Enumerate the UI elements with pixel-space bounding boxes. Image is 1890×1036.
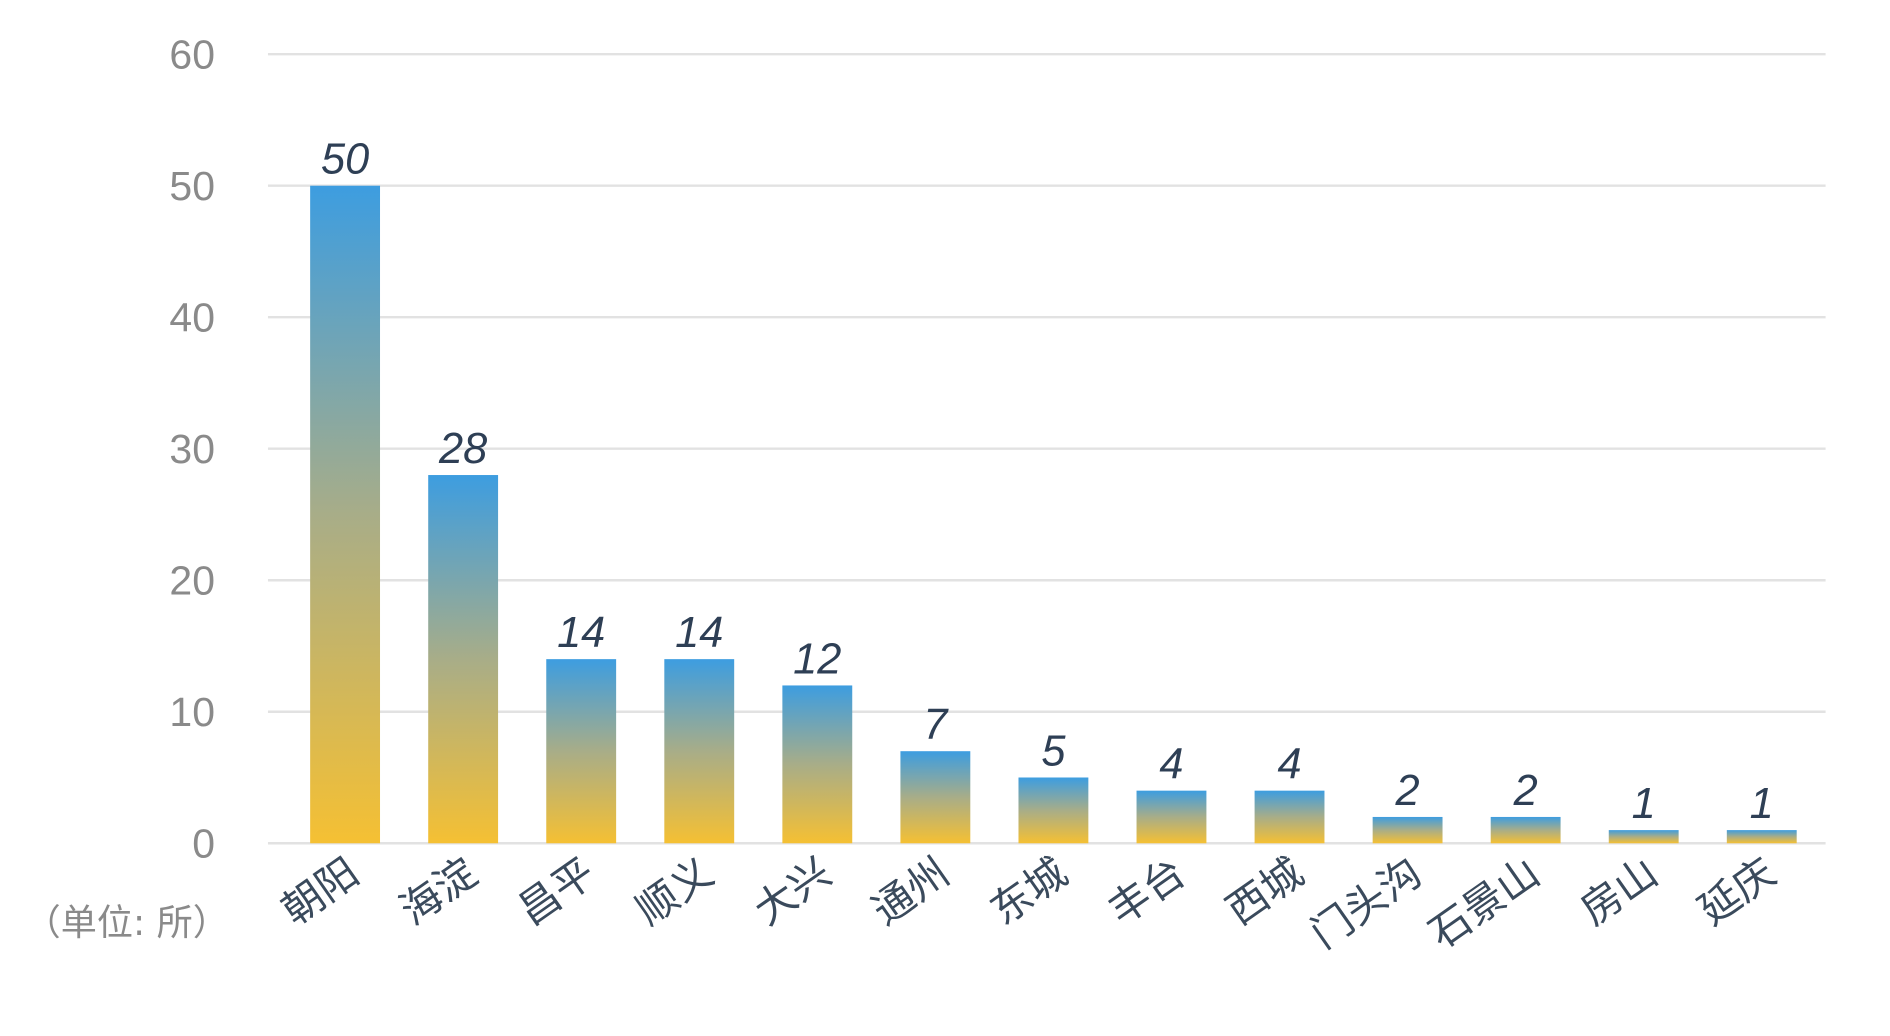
bar: [1726, 830, 1797, 844]
data-label: 4: [1277, 741, 1301, 789]
bar: [1608, 830, 1679, 844]
x-tick-label: 延庆: [1690, 848, 1785, 934]
x-tick-label: 丰台: [1099, 848, 1194, 934]
data-label: 14: [675, 609, 723, 657]
data-label: 2: [1513, 767, 1538, 815]
y-tick-label: 10: [169, 689, 215, 735]
gridlines: [267, 53, 1826, 845]
y-tick-label: 50: [169, 163, 215, 209]
x-tick-label: 房山: [1572, 848, 1667, 934]
data-label: 1: [1750, 780, 1774, 828]
bar: [428, 475, 499, 844]
data-label: 2: [1395, 767, 1420, 815]
bar: [1490, 816, 1561, 844]
bar: [1372, 816, 1443, 844]
bar: [782, 685, 853, 844]
y-tick-label: 20: [169, 558, 215, 604]
x-tick-label: 大兴: [745, 848, 840, 934]
bar: [664, 659, 735, 844]
bar: [546, 659, 617, 844]
x-tick-label: 东城: [981, 848, 1076, 934]
data-label: 7: [923, 701, 949, 749]
x-tick-label: 海淀: [391, 848, 486, 934]
bar: [1254, 790, 1325, 844]
bars: [310, 185, 1797, 844]
data-label: 14: [557, 609, 605, 657]
bar: [310, 185, 381, 844]
data-labels: 50 28 14 14 12 7 5 4 4 2 2 1 1: [321, 136, 1774, 828]
x-tick-label: 石景山: [1420, 848, 1548, 958]
y-tick-label: 30: [169, 426, 215, 472]
data-label: 1: [1632, 780, 1656, 828]
x-tick-label: 通州: [863, 848, 958, 934]
x-tick-label: 顺义: [627, 848, 722, 934]
y-tick-label: 0: [192, 821, 215, 867]
bar: [1018, 777, 1089, 844]
data-label: 12: [793, 635, 841, 683]
data-label: 4: [1159, 741, 1183, 789]
x-tick-label: 朝阳: [273, 848, 368, 934]
x-tick-label: 门头沟: [1302, 848, 1430, 958]
y-axis: 0 10 20 30 40 50 60: [169, 32, 215, 867]
x-tick-label: 昌平: [509, 848, 604, 934]
data-label: 50: [321, 136, 369, 184]
data-label: 5: [1041, 727, 1066, 775]
y-tick-label: 60: [169, 32, 215, 78]
data-label: 28: [438, 425, 487, 473]
bar: [900, 751, 971, 844]
bar: [1136, 790, 1207, 844]
y-tick-label: 40: [169, 295, 215, 341]
unit-label: （单位: 所）: [25, 901, 229, 944]
x-tick-label: 西城: [1218, 848, 1313, 934]
